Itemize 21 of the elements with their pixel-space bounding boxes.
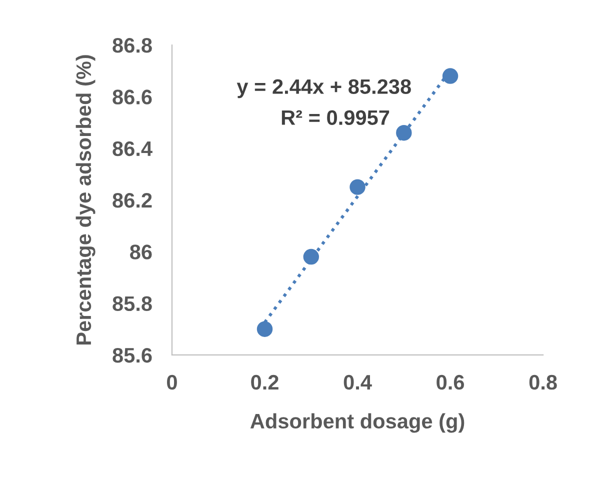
y-tick-label: 86.4 (112, 141, 152, 156)
point (303, 248, 320, 265)
point (442, 68, 458, 84)
y-tick-label: 86.8 (112, 38, 152, 53)
annotation: y = 2.44x + 85.238 (236, 79, 411, 98)
x-tick-label: 0.8 (529, 374, 557, 390)
y-tick-label: 86.6 (112, 90, 152, 104)
y-tick-label: 85.8 (112, 296, 152, 312)
y-axis-title: Percentage dye adsorbed (%) (76, 55, 96, 344)
point (350, 179, 366, 195)
x-tick-label: 0.6 (436, 374, 464, 390)
point (396, 124, 412, 141)
point (256, 321, 273, 337)
x-tick-label: 0.4 (344, 374, 372, 390)
y-tick-label: 86 (130, 244, 152, 260)
annotation: R² = 0.9957 (282, 110, 390, 125)
y-tick-label: 86.2 (112, 192, 152, 208)
x-tick-label: 0 (167, 374, 177, 390)
x-axis-title: Adsorbent dosage (g) (250, 413, 464, 433)
x-tick-label: 0.2 (251, 374, 278, 390)
y-tick-label: 85.6 (112, 348, 152, 363)
